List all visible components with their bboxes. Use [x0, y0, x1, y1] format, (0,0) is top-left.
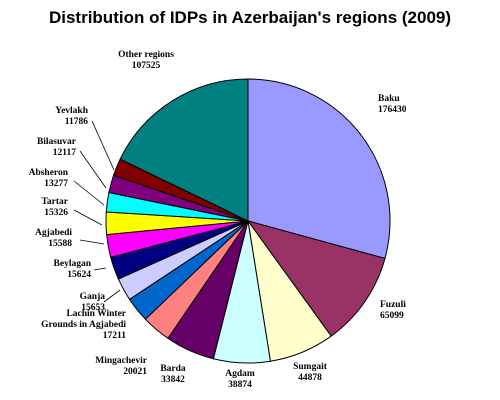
- slice-label-beylagan: Beylagan 15624: [54, 259, 92, 280]
- slice-label-absheron: Absheron 13277: [29, 168, 69, 189]
- slice-label-ganja: Ganja 15653: [80, 292, 106, 313]
- leader-line-agjabedi: [79, 239, 105, 245]
- pie-slice-fuzuli: [246, 220, 386, 337]
- slice-label-baku: Baku 176430: [378, 94, 407, 115]
- slice-label-agjabedi: Agjabedi 15588: [35, 228, 72, 249]
- leader-line-absheron: [73, 180, 105, 206]
- slice-label-mingachevir: Mingachevir 20021: [95, 356, 147, 377]
- slice-label-yevlakh: Yevlakh 11786: [55, 106, 88, 127]
- leader-line-ganja: [103, 289, 121, 303]
- chart-title: Distribution of IDPs in Azerbaijan's reg…: [48, 8, 452, 27]
- slice-label-barda: Barda 33842: [160, 364, 186, 385]
- slice-label-tartar: Tartar 15326: [41, 197, 68, 218]
- pie-slice-baku: [247, 78, 391, 260]
- slice-label-agdam: Agdam 38874: [225, 369, 255, 390]
- slice-label-fuzuli: Fuzuli 65099: [380, 300, 406, 321]
- leader-line-tartar: [73, 209, 103, 226]
- leader-line-yevlakh: [91, 120, 115, 171]
- slice-label-other-regions: Other regions 107525: [118, 50, 174, 71]
- slice-label-bilasuvar: Bilasuvar 12117: [37, 137, 77, 158]
- pie-slice-other-regions: [119, 78, 249, 222]
- slice-label-lachin-winter-grounds-in-agjabedi: Lachin Winter Grounds in Agjabedi 17211: [41, 309, 127, 341]
- leader-line-beylagan: [93, 267, 107, 271]
- leader-line-bilasuvar: [79, 150, 107, 189]
- slice-label-sumgait: Sumgait 44878: [293, 362, 328, 383]
